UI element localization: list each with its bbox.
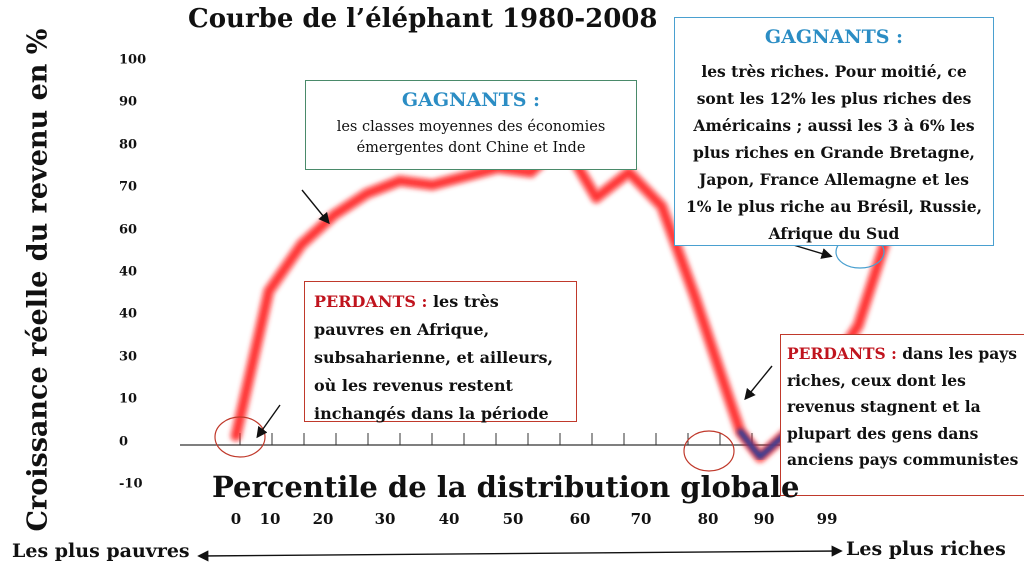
x-axis-label: Percentile de la distribution globale [212, 470, 800, 504]
x-tick-label: 50 [502, 510, 524, 528]
y-tick-label: 10 [119, 391, 138, 407]
y-tick-label: -10 [119, 476, 143, 492]
x-tick-label: 0 [230, 510, 242, 528]
x-tick-label: 20 [312, 510, 334, 528]
chart-title: Courbe de l’éléphant 1980-2008 [188, 4, 658, 34]
y-tick-label: 70 [119, 179, 138, 195]
x-tick-label: 80 [697, 510, 719, 528]
y-tick-label: 30 [119, 349, 138, 365]
y-tick-label: 40 [119, 306, 138, 322]
x-tick-label: 40 [438, 510, 460, 528]
winners-middle-title: GAGNANTS : [401, 89, 541, 111]
y-tick-label: 0 [119, 434, 129, 450]
x-tick-label: 90 [753, 510, 775, 528]
arrow-losers-poor [256, 404, 281, 439]
arrow-losers-rich [744, 365, 773, 401]
losers-rich-label: PERDANTS : [787, 344, 897, 363]
y-tick-label: 60 [119, 222, 138, 238]
losers-poor-text: les très pauvres en Afrique, subsaharien… [314, 292, 554, 423]
lowpoint-circle [683, 430, 735, 472]
distribution-arrow [197, 545, 843, 562]
y-tick-label: 40 [119, 264, 138, 280]
winners-top-title: GAGNANTS : [764, 26, 904, 48]
axis-end-right: Les plus riches [846, 538, 1006, 560]
x-tick-label: 10 [259, 510, 281, 528]
x-tick-label: 70 [630, 510, 652, 528]
annotation-winners-middle: GAGNANTS : les classes moyennes des écon… [305, 80, 637, 170]
arrow-winners-middle [301, 189, 330, 225]
x-tick-label: 99 [816, 510, 838, 528]
annotation-losers-rich: PERDANTS : dans les pays riches, ceux do… [780, 334, 1024, 496]
winners-top-text: les très riches. Pour moitié, ce sont le… [685, 62, 983, 243]
x-tick-label: 60 [569, 510, 591, 528]
winners-middle-text: les classes moyennes des économies émerg… [336, 119, 606, 156]
annotation-winners-top: GAGNANTS : les très riches. Pour moitié,… [674, 17, 994, 246]
y-tick-label: 80 [119, 137, 138, 153]
y-tick-label: 100 [119, 52, 147, 68]
annotation-losers-poor: PERDANTS : les très pauvres en Afrique, … [304, 281, 577, 423]
losers-poor-label: PERDANTS : [314, 292, 428, 311]
arrow-winners-top [789, 243, 833, 259]
losers-rich-text: dans les pays riches, ceux dont les reve… [787, 344, 1019, 469]
axis-end-left: Les plus pauvres [12, 540, 190, 562]
x-tick-label: 30 [374, 510, 396, 528]
y-tick-label: 90 [119, 94, 138, 110]
